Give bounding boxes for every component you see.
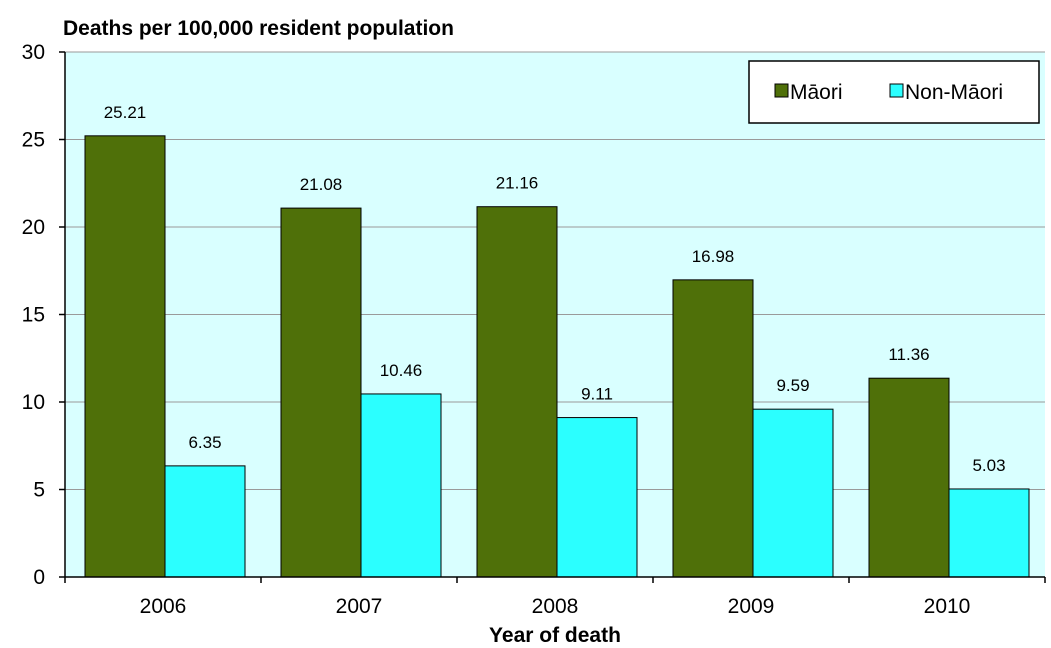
y-tick-label: 30 — [22, 41, 45, 64]
x-tick-label: 2008 — [532, 595, 579, 618]
bar-maori-2007 — [280, 207, 362, 578]
data-label: 11.36 — [888, 345, 929, 364]
data-label: 10.46 — [380, 361, 423, 380]
bar-non-maori-2008 — [556, 417, 638, 578]
bar-non-maori-2009 — [752, 408, 834, 578]
chart-title: Deaths per 100,000 resident population — [63, 17, 454, 40]
axes-group — [59, 51, 1046, 583]
y-tick-label: 0 — [33, 566, 45, 589]
y-tick-label: 5 — [33, 479, 45, 502]
bar-maori-2010 — [868, 377, 950, 578]
y-tick-labels: 0 5 10 15 20 25 30 — [22, 41, 45, 589]
data-label: 9.11 — [581, 385, 613, 404]
legend-swatch-maori — [774, 83, 789, 98]
data-label: 6.35 — [188, 433, 221, 452]
x-tick-label: 2006 — [140, 595, 187, 618]
data-label: 21.16 — [496, 174, 539, 193]
data-label: 5.03 — [972, 456, 1005, 475]
y-tick-label: 25 — [22, 129, 45, 152]
y-tick-label: 10 — [22, 391, 45, 414]
bar-non-maori-2006 — [164, 465, 246, 578]
data-labels-group: 25.21 21.08 21.16 16.98 11.36 6.35 10.46 9.11 9.… — [104, 103, 1006, 475]
bars-group — [84, 135, 1030, 578]
data-label: 25.21 — [104, 103, 147, 122]
x-tick-labels: 2006 2007 2008 2009 2010 — [140, 595, 971, 618]
data-label: 16.98 — [692, 247, 735, 266]
bar-non-maori-2010 — [948, 488, 1030, 578]
data-label: 21.08 — [300, 175, 343, 194]
y-tick-label: 15 — [22, 304, 45, 327]
bar-maori-2006 — [84, 135, 166, 578]
legend-swatch-non-maori — [889, 83, 904, 98]
legend-label-non-maori: Non-Māori — [905, 81, 1003, 104]
bar-non-maori-2007 — [360, 393, 442, 578]
y-tick-label: 20 — [22, 216, 45, 239]
data-label: 9.59 — [776, 376, 809, 395]
x-tick-label: 2009 — [728, 595, 775, 618]
x-tick-label: 2007 — [336, 595, 383, 618]
legend-box — [748, 60, 1040, 124]
bar-maori-2008 — [476, 206, 558, 578]
x-axis-title: Year of death — [489, 624, 621, 647]
legend[interactable]: Māori Non-Māori — [748, 60, 1040, 124]
legend-label-maori: Māori — [790, 81, 843, 104]
bar-maori-2009 — [672, 279, 754, 578]
x-tick-label: 2010 — [924, 595, 971, 618]
